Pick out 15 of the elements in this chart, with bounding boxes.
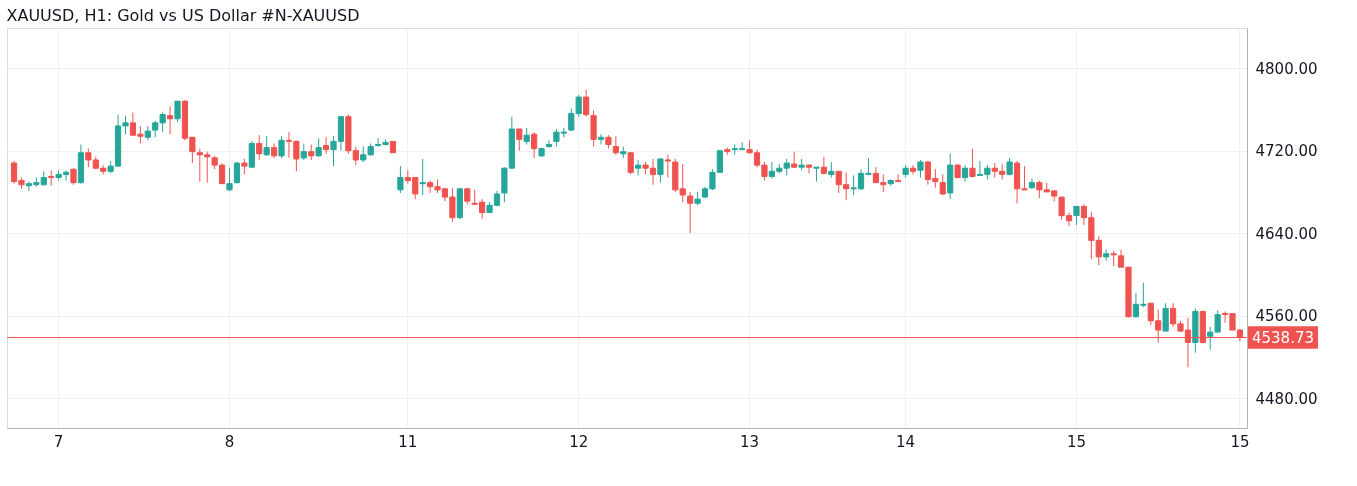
x-tick-label: 14 — [896, 432, 916, 451]
y-tick-label: 4640.00 — [1255, 224, 1318, 243]
ref-line-label: 4538.73 — [1251, 328, 1315, 347]
y-tick-label: 4800.00 — [1255, 59, 1318, 78]
x-tick-label: 15 — [1066, 432, 1087, 451]
x-tick-label: 7 — [53, 432, 64, 451]
x-tick-label: 12 — [569, 432, 589, 451]
x-tick-label: 15 — [1230, 432, 1250, 451]
y-tick-label: 4480.00 — [1255, 389, 1318, 408]
x-tick-label: 13 — [740, 432, 760, 451]
y-tick-label: 4720.00 — [1255, 142, 1318, 161]
chart-title: XAUUSD, H1: Gold vs US Dollar #N-XAUUSD — [6, 6, 360, 25]
y-tick-label: 4560.00 — [1255, 307, 1318, 326]
x-tick-label: 8 — [224, 432, 235, 451]
x-tick-label: 11 — [398, 432, 418, 451]
